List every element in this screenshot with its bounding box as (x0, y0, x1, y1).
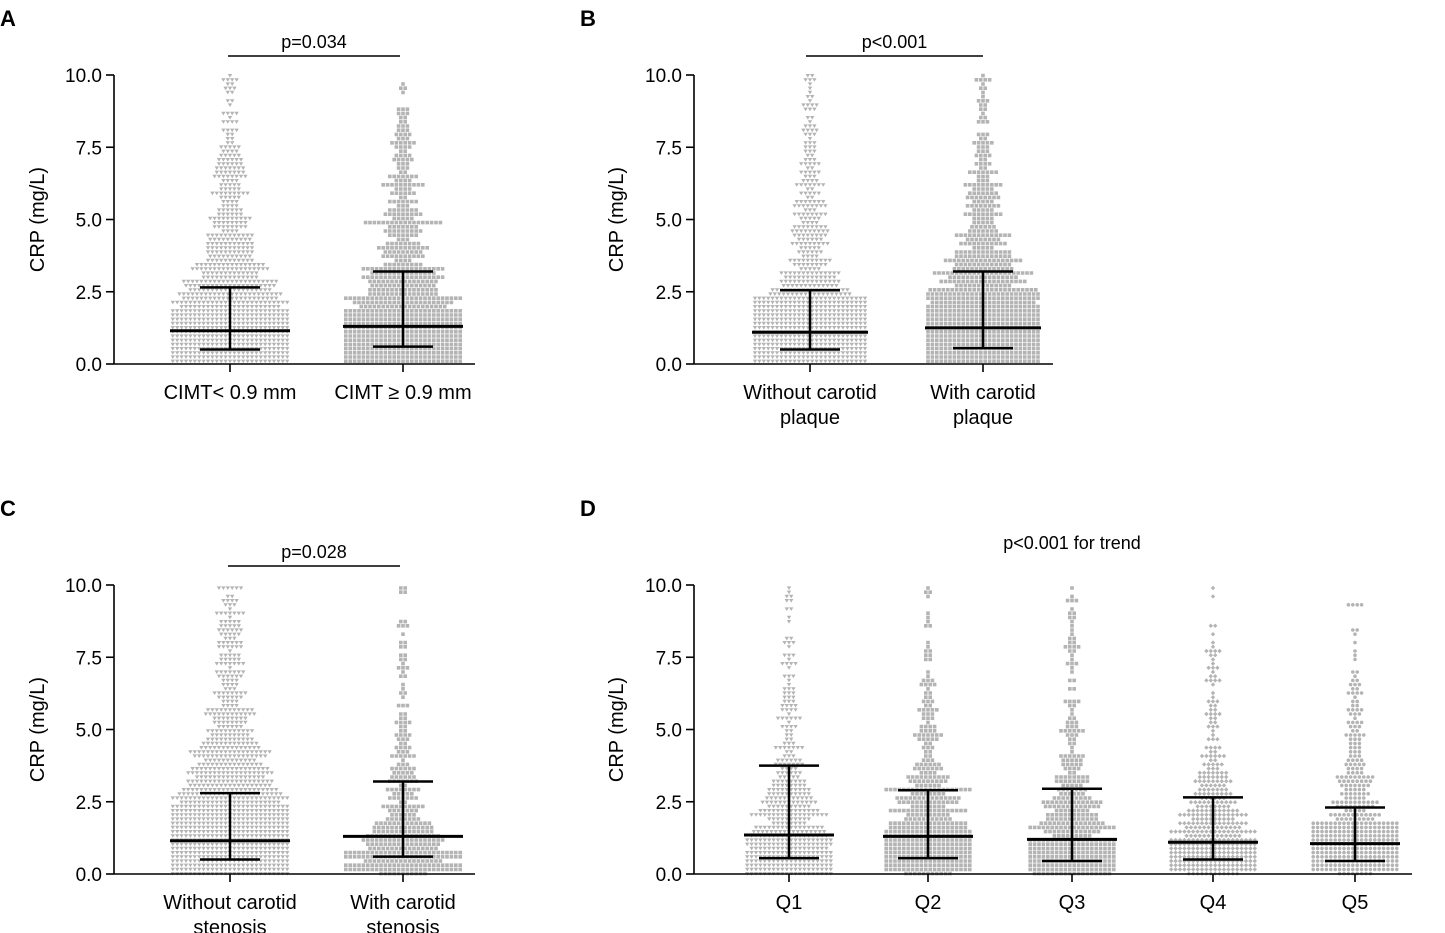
y-axis: 0.0 2.5 5.0 7.5 10.0 (65, 66, 115, 376)
y-tick-label: 10.0 (645, 576, 682, 597)
x-axis (694, 873, 1412, 882)
p-value-label: p=0.034 (281, 32, 347, 52)
data-points (1311, 603, 1399, 876)
y-axis-title: CRP (mg/L) (27, 677, 49, 782)
y-tick-label: 5.0 (656, 211, 682, 232)
median-iqr-bar-3 (1027, 787, 1117, 863)
y-axis-title: CRP (mg/L) (27, 167, 49, 272)
y-tick-label: 2.5 (656, 793, 682, 814)
y-tick-label: 7.5 (656, 138, 682, 159)
y-tick-label: 7.5 (76, 648, 102, 669)
y-tick-label: 0.0 (656, 355, 682, 376)
x-axis (694, 363, 1053, 372)
data-points (344, 82, 462, 363)
category-label: Q5 (1342, 892, 1369, 914)
data-points (745, 586, 833, 876)
y-axis: 0.0 2.5 5.0 7.5 10.0 (65, 576, 115, 886)
dot-cloud-2 (926, 73, 1040, 364)
panel-C: C Without carotid stenosis With carotid sten… (0, 496, 475, 933)
y-tick-label: 2.5 (76, 793, 102, 814)
y-tick-label: 10.0 (645, 66, 682, 87)
category-label: Q1 (776, 892, 803, 914)
data-points (170, 586, 290, 876)
y-tick-label: 10.0 (65, 66, 102, 87)
panel-letter: C (0, 496, 16, 521)
y-tick-label: 0.0 (76, 865, 102, 886)
median-iqr-bar-2 (883, 788, 973, 860)
y-tick-label: 2.5 (76, 283, 102, 304)
category-label: Q2 (915, 892, 942, 914)
y-tick-label: 5.0 (656, 721, 682, 742)
category-label: With carotid stenosis (350, 892, 456, 933)
dot-cloud-5 (1311, 603, 1399, 876)
median-iqr-bar-2 (343, 780, 463, 858)
category-label: With carotid plaque (930, 382, 1036, 429)
panel-B: B Without carotid plaque With carotid plaque… (580, 6, 1053, 429)
category-label: CIMT ≥ 0.9 mm (334, 382, 471, 404)
y-axis-title: CRP (mg/L) (606, 677, 628, 782)
panel-letter: D (580, 496, 596, 521)
p-value-label: p<0.001 (862, 32, 928, 52)
median-iqr-bar-5 (1310, 806, 1400, 863)
median-iqr-bar-2 (925, 270, 1041, 350)
dot-cloud-1 (170, 586, 290, 876)
y-tick-label: 0.0 (656, 865, 682, 886)
dot-cloud-2 (344, 82, 462, 363)
category-label: Q4 (1200, 892, 1227, 914)
category-label: Q3 (1059, 892, 1086, 914)
y-tick-label: 7.5 (656, 648, 682, 669)
y-tick-label: 2.5 (656, 283, 682, 304)
y-tick-label: 0.0 (76, 355, 102, 376)
y-tick-label: 5.0 (76, 721, 102, 742)
data-points (1169, 585, 1257, 876)
dot-cloud-1 (745, 586, 833, 876)
x-axis (114, 363, 475, 372)
panel-letter: B (580, 6, 596, 31)
panel-letter: A (0, 6, 16, 31)
p-value-label: p=0.028 (281, 542, 347, 562)
median-iqr-bar-1 (752, 289, 868, 351)
y-axis: 0.0 2.5 5.0 7.5 10.0 (645, 576, 695, 886)
median-iqr-bar-1 (170, 791, 290, 861)
median-iqr-bar-4 (1168, 796, 1258, 861)
y-tick-label: 10.0 (65, 576, 102, 597)
category-label: CIMT< 0.9 mm (164, 382, 297, 404)
y-tick-label: 5.0 (76, 211, 102, 232)
panel-A: A CIMT< 0.9 mm CIMT ≥ 0.9 mm 0.0 2.5 5.0 7.5 10… (0, 6, 475, 404)
category-label: Without carotid stenosis (163, 892, 296, 933)
category-label: Without carotid plaque (743, 382, 876, 429)
panel-D: D Q1 Q2 Q3 Q4 Q5 0.0 2.5 5.0 7.5 10.0 CRP (mg/L) p<0… (580, 496, 1412, 914)
y-tick-label: 7.5 (76, 138, 102, 159)
y-axis-title: CRP (mg/L) (606, 167, 628, 272)
median-iqr-bar-2 (343, 270, 463, 348)
median-iqr-bar-1 (170, 286, 290, 351)
y-axis: 0.0 2.5 5.0 7.5 10.0 (645, 66, 695, 376)
dot-cloud-4 (1169, 585, 1257, 876)
x-axis (114, 873, 475, 882)
data-points (926, 73, 1040, 364)
p-value-label: p<0.001 for trend (1003, 533, 1141, 553)
median-iqr-bar-1 (744, 764, 834, 860)
